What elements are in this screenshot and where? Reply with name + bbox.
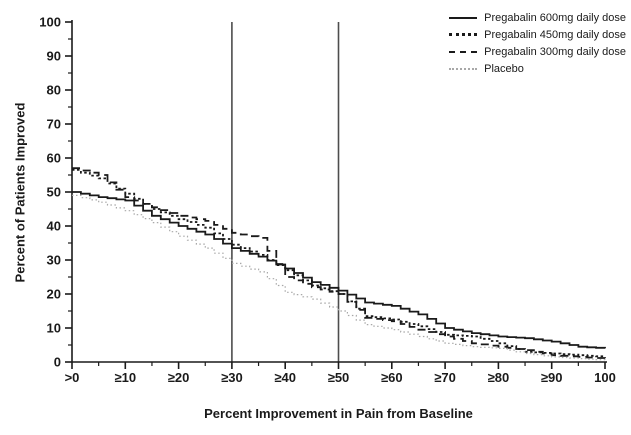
legend-item-pregabalin-600: Pregabalin 600mg daily dose <box>449 9 626 26</box>
y-tick-label: 0 <box>54 355 61 370</box>
y-tick-label: 50 <box>47 185 61 200</box>
y-tick-label: 100 <box>39 15 61 30</box>
y-tick-label: 90 <box>47 49 61 64</box>
y-tick-label: 60 <box>47 151 61 166</box>
x-tick-label: 100 <box>594 370 616 385</box>
legend-item-pregabalin-450: Pregabalin 450mg daily dose <box>449 26 626 43</box>
y-axis-title: Percent of Patients Improved <box>12 102 28 283</box>
x-tick-label: ≥70 <box>434 370 456 385</box>
x-tick-label: ≥20 <box>168 370 190 385</box>
dashed-line-swatch <box>449 50 478 53</box>
series-line-0 <box>72 191 606 349</box>
y-tick-label: 80 <box>47 83 61 98</box>
x-tick-label: ≥90 <box>541 370 563 385</box>
x-axis-title: Percent Improvement in Pain from Baselin… <box>204 406 473 421</box>
y-tick-label: 30 <box>47 253 61 268</box>
y-tick-label: 70 <box>47 117 61 132</box>
legend: Pregabalin 600mg daily dose Pregabalin 4… <box>449 9 626 77</box>
light-dotted-line-swatch <box>449 67 478 70</box>
x-tick-label: ≥30 <box>221 370 243 385</box>
x-tick-label: ≥80 <box>488 370 510 385</box>
legend-item-placebo: Placebo <box>449 60 626 77</box>
x-tick-label: ≥50 <box>328 370 350 385</box>
x-tick-label: ≥10 <box>114 370 136 385</box>
x-tick-label: ≥40 <box>274 370 296 385</box>
series-line-2 <box>72 167 606 359</box>
legend-label: Placebo <box>484 62 524 75</box>
legend-label: Pregabalin 600mg daily dose <box>484 11 626 24</box>
y-tick-label: 40 <box>47 219 61 234</box>
y-tick-label: 20 <box>47 287 61 302</box>
legend-label: Pregabalin 450mg daily dose <box>484 28 626 41</box>
legend-item-pregabalin-300: Pregabalin 300mg daily dose <box>449 43 626 60</box>
series-line-3 <box>72 194 606 361</box>
y-tick-label: 10 <box>47 321 61 336</box>
x-tick-label: ≥60 <box>381 370 403 385</box>
x-tick-label: >0 <box>65 370 80 385</box>
legend-label: Pregabalin 300mg daily dose <box>484 45 626 58</box>
dotted-line-swatch <box>449 33 478 36</box>
solid-line-swatch <box>449 16 478 19</box>
